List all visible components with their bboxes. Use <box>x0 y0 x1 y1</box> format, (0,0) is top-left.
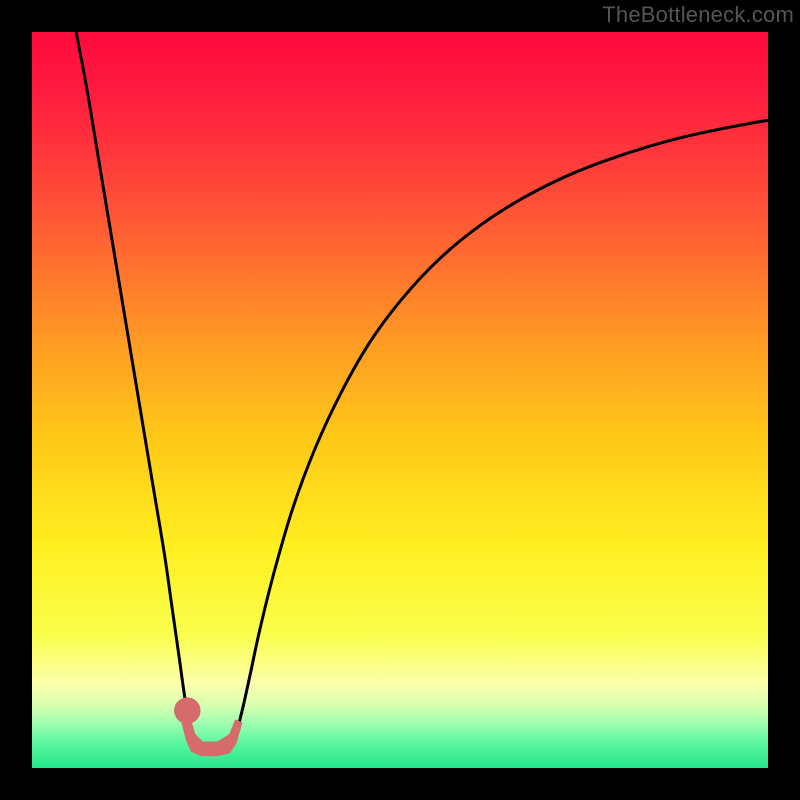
minimum-marker-dot <box>174 697 201 724</box>
minimum-marker-body <box>181 719 242 756</box>
bottleneck-curve <box>76 32 768 752</box>
watermark-text: TheBottleneck.com <box>602 0 800 28</box>
bottleneck-curve-layer <box>32 32 768 768</box>
plot-area <box>32 32 768 768</box>
